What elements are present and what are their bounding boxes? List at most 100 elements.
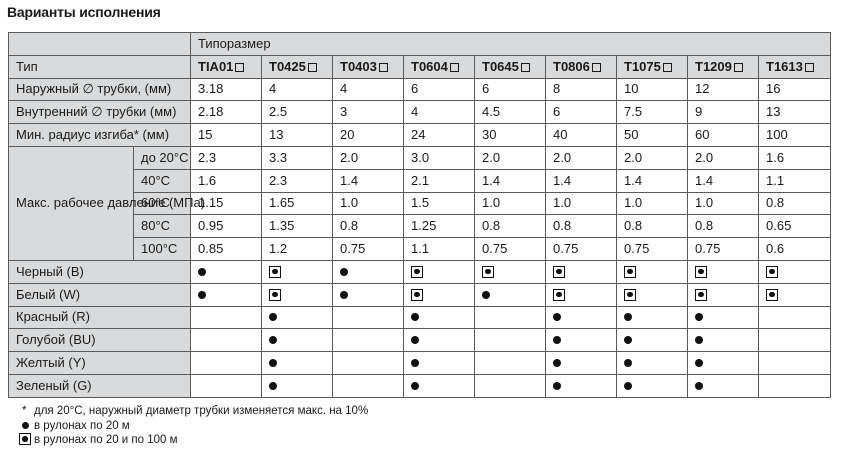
square-placeholder-icon [308, 63, 317, 72]
row-label: Наружный ∅ трубки, (мм) [9, 78, 191, 101]
availability-cell [546, 260, 617, 283]
availability-cell [191, 352, 262, 375]
dot-icon [695, 359, 703, 367]
dot-icon [340, 291, 348, 299]
availability-cell [404, 329, 475, 352]
footnotes: * для 20°C, наружный диаметр трубки измен… [22, 404, 368, 448]
dot-in-box-icon [766, 266, 778, 278]
type-label: Тип [9, 55, 191, 78]
header-row-group: Типоразмер [9, 33, 831, 56]
table-cell: 50 [617, 124, 688, 147]
availability-cell [262, 306, 333, 329]
square-placeholder-icon [592, 63, 601, 72]
availability-cell [333, 306, 404, 329]
table-cell: 1.6 [191, 169, 262, 192]
table-cell: 0.8 [546, 215, 617, 238]
availability-cell [404, 283, 475, 306]
table-cell: 2.0 [688, 146, 759, 169]
availability-cell [759, 283, 831, 306]
dot-icon [482, 291, 490, 299]
table-cell: 0.65 [759, 215, 831, 238]
size-group-label: Типоразмер [191, 33, 831, 56]
table-cell: 1.25 [404, 215, 475, 238]
square-placeholder-icon [521, 63, 530, 72]
availability-cell [404, 260, 475, 283]
availability-cell [759, 374, 831, 397]
dot-icon [553, 382, 561, 390]
dot-in-box-icon [624, 266, 636, 278]
model-code: T1075 [624, 59, 661, 74]
color-label: Зеленый (G) [9, 374, 191, 397]
availability-cell [688, 352, 759, 375]
square-placeholder-icon [663, 63, 672, 72]
temperature-label: 40°C [134, 169, 191, 192]
table-cell: 0.75 [688, 238, 759, 261]
table-cell: 6 [546, 101, 617, 124]
color-label: Белый (W) [9, 283, 191, 306]
table-cell: 3 [333, 101, 404, 124]
table-cell: 0.75 [546, 238, 617, 261]
availability-cell [546, 352, 617, 375]
table-cell: 6 [404, 78, 475, 101]
table-cell: 15 [191, 124, 262, 147]
dot-in-box-icon [553, 266, 565, 278]
row-label: Внутренний ∅ трубки (мм) [9, 101, 191, 124]
table-cell: 2.0 [475, 146, 546, 169]
availability-cell [688, 260, 759, 283]
dot-icon [340, 268, 348, 276]
dot-icon [198, 291, 206, 299]
square-placeholder-icon [734, 63, 743, 72]
availability-cell [546, 374, 617, 397]
model-header: T0403 [333, 55, 404, 78]
model-code: T0604 [411, 59, 448, 74]
square-placeholder-icon [379, 63, 388, 72]
color-label: Черный (B) [9, 260, 191, 283]
availability-cell [191, 283, 262, 306]
table-cell: 3.3 [262, 146, 333, 169]
table-cell: 8 [546, 78, 617, 101]
availability-cell [475, 352, 546, 375]
dot-in-box-icon [19, 433, 31, 445]
availability-cell [759, 260, 831, 283]
color-label: Желтый (Y) [9, 352, 191, 375]
dot-icon [624, 313, 632, 321]
availability-cell [688, 283, 759, 306]
availability-cell [262, 374, 333, 397]
table-cell: 3.18 [191, 78, 262, 101]
table-cell: 4 [333, 78, 404, 101]
availability-cell [759, 329, 831, 352]
dot-in-box-icon [482, 266, 494, 278]
availability-cell [191, 260, 262, 283]
dot-in-box-icon [411, 289, 423, 301]
header-row-models: Тип TIA01 T0425 T0403 T0604 T0645 T0806 T1075 T… [9, 55, 831, 78]
table-cell: 1.1 [404, 238, 475, 261]
table-cell: 1.6 [759, 146, 831, 169]
dot-icon [411, 313, 419, 321]
availability-cell [688, 374, 759, 397]
dot-icon [269, 313, 277, 321]
dot-icon [553, 359, 561, 367]
table-cell: 16 [759, 78, 831, 101]
model-header: T0645 [475, 55, 546, 78]
model-header: T0425 [262, 55, 333, 78]
table-cell: 100 [759, 124, 831, 147]
table-cell: 0.8 [475, 215, 546, 238]
temperature-label: 80°C [134, 215, 191, 238]
availability-cell [688, 306, 759, 329]
square-placeholder-icon [235, 63, 244, 72]
table-cell: 1.0 [688, 192, 759, 215]
table-row: Голубой (BU) [9, 329, 831, 352]
availability-cell [333, 283, 404, 306]
pressure-label: Макс. рабочее давление (МПа) [9, 146, 134, 260]
table-cell: 10 [617, 78, 688, 101]
availability-cell [404, 352, 475, 375]
table-cell: 2.18 [191, 101, 262, 124]
model-code: T0403 [340, 59, 377, 74]
availability-cell [475, 306, 546, 329]
availability-cell [617, 306, 688, 329]
table-cell: 1.0 [546, 192, 617, 215]
table-cell: 2.0 [617, 146, 688, 169]
table-cell: 30 [475, 124, 546, 147]
table-cell: 4 [262, 78, 333, 101]
temperature-label: до 20°C [134, 146, 191, 169]
